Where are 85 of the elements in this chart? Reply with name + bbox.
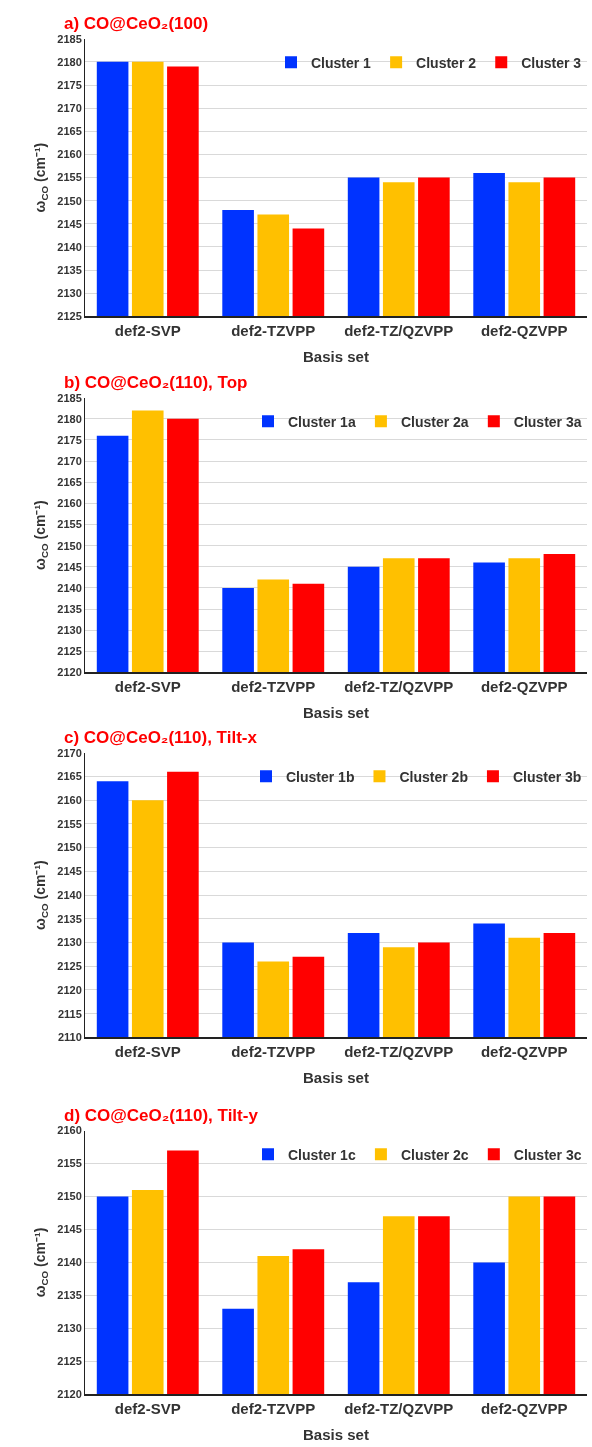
x-tick-label: def2-SVP [114,322,181,340]
y-tick-label: 2140 [57,240,82,253]
x-tick-label: def2-TZ/QZVPP [344,678,454,696]
y-tick-label: 2125 [57,1355,82,1368]
y-tick-label: 2125 [57,645,82,658]
y-tick-label: 2145 [57,865,82,878]
y-tick-label: 2135 [57,1289,82,1302]
x-tick-label: def2-TZVPP [231,1400,316,1418]
x-tick-label: def2-QZVPP [480,1400,568,1418]
y-tick-label: 2145 [57,1223,82,1236]
y-tick-label: 2170 [57,102,82,114]
legend-label: Cluster 1b [286,768,355,785]
x-tick-label: def2-TZ/QZVPP [344,1400,454,1418]
chart-title: b) CO@CeO₂(110), Top [64,373,248,392]
legend-label: Cluster 2 [416,54,477,71]
legend-label: Cluster 1c [288,1146,356,1163]
y-tick-label: 2180 [57,55,82,68]
legend-label: Cluster 3a [513,413,582,430]
x-tick-label: def2-TZ/QZVPP [344,1043,454,1061]
x-axis-title: Basis set [303,1069,369,1086]
y-tick-label: 2145 [57,560,82,573]
x-tick-label: def2-QZVPP [480,1043,568,1061]
y-tick-label: 2140 [57,888,82,901]
y-tick-label: 2140 [57,581,82,594]
x-axis-title: Basis set [303,348,369,365]
y-tick-label: 2150 [57,1190,82,1203]
y-tick-label: 2180 [57,412,82,425]
y-tick-label: 2160 [57,148,82,161]
y-tick-label: 2120 [57,1388,82,1401]
chart-title: c) CO@CeO₂(110), Tilt-x [64,728,258,747]
x-tick-label: def2-SVP [114,1400,181,1418]
y-tick-label: 2160 [57,794,82,807]
y-tick-label: 2120 [57,983,82,996]
y-tick-label: 2170 [57,746,82,759]
y-tick-label: 2155 [57,171,82,184]
y-tick-label: 2150 [57,539,82,552]
x-tick-label: def2-QZVPP [480,678,568,696]
y-tick-label: 2135 [57,602,82,615]
legend-label: Cluster 2c [400,1146,469,1163]
y-tick-label: 2175 [57,433,82,446]
y-tick-label: 2150 [57,841,82,854]
y-tick-label: 2165 [57,770,82,783]
y-tick-label: 2115 [57,1007,82,1020]
x-tick-label: def2-QZVPP [480,322,568,340]
legend-label: Cluster 1a [288,413,356,430]
y-tick-label: 2120 [57,666,82,679]
legend-label: Cluster 3b [512,768,582,785]
legend-label: Cluster 2a [400,413,469,430]
y-tick-label: 2130 [57,936,82,949]
y-tick-label: 2125 [57,960,82,973]
y-tick-label: 2165 [57,125,82,138]
y-tick-label: 2125 [57,310,82,323]
x-tick-label: def2-TZVPP [231,1043,316,1061]
x-tick-label: def2-TZVPP [231,322,316,340]
y-tick-label: 2160 [57,1124,82,1137]
y-tick-label: 2145 [57,217,82,230]
x-axis-title: Basis set [303,704,369,721]
x-axis-title: Basis set [303,1426,369,1443]
y-tick-label: 2175 [57,78,82,91]
y-tick-label: 2185 [57,391,82,404]
y-tick-label: 2135 [57,263,82,276]
legend-label: Cluster 3 [521,54,582,71]
y-tick-label: 2135 [57,912,82,925]
x-tick-label: def2-SVP [114,1043,181,1061]
y-tick-label: 2155 [57,817,82,830]
x-tick-label: def2-TZVPP [231,678,316,696]
y-tick-label: 2140 [57,1256,82,1269]
y-tick-label: 2185 [57,32,82,45]
y-tick-label: 2130 [57,1322,82,1335]
y-tick-label: 2170 [57,454,82,467]
y-tick-label: 2160 [57,497,82,510]
legend-label: Cluster 1 [311,54,372,71]
y-tick-label: 2165 [57,476,82,489]
y-tick-label: 2150 [57,194,82,207]
legend-label: Cluster 2b [399,768,468,785]
x-tick-label: def2-TZ/QZVPP [344,322,454,340]
legend-label: Cluster 3c [513,1146,582,1163]
x-tick-label: def2-SVP [114,678,181,696]
y-tick-label: 2110 [57,1031,82,1044]
y-tick-label: 2130 [57,624,82,637]
y-tick-label: 2155 [57,518,82,531]
chart-title: a) CO@CeO₂(100) [64,14,209,33]
chart-title: d) CO@CeO₂(110), Tilt-y [64,1106,259,1125]
y-tick-label: 2155 [57,1157,82,1170]
y-tick-label: 2130 [57,287,82,300]
